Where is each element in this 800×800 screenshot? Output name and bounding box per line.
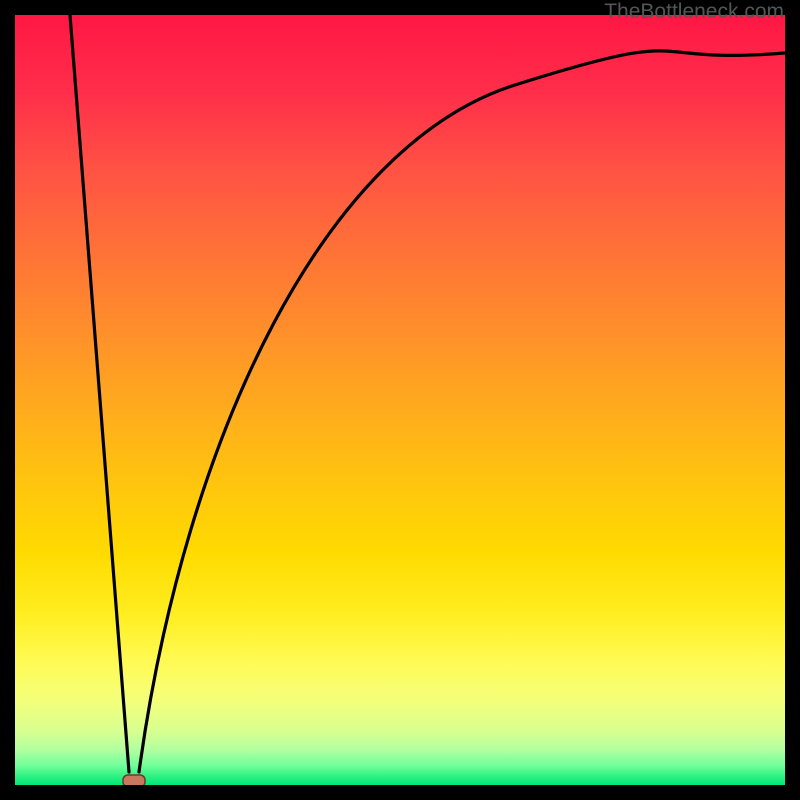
optimum-marker [123,775,145,785]
watermark-text: TheBottleneck.com [604,0,784,24]
plot-area [15,15,785,785]
chart-frame: TheBottleneck.com [0,0,800,800]
bottleneck-curve [70,15,785,772]
curve-layer [15,15,785,785]
